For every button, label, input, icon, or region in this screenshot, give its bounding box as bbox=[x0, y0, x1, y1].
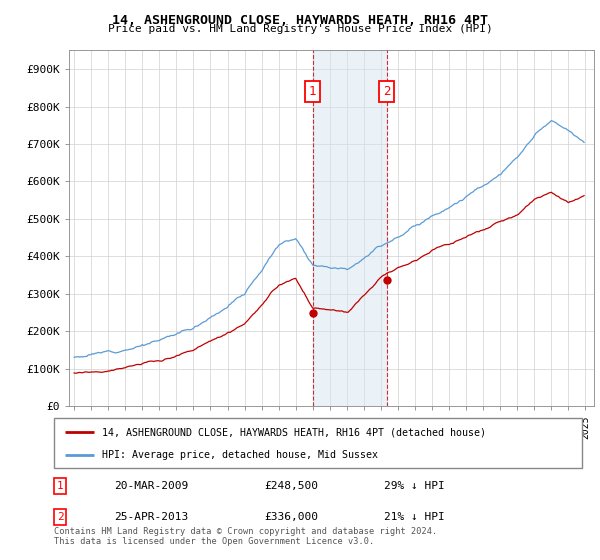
Text: 1: 1 bbox=[309, 85, 316, 98]
Text: £248,500: £248,500 bbox=[264, 481, 318, 491]
Text: 21% ↓ HPI: 21% ↓ HPI bbox=[384, 512, 445, 522]
Text: 2: 2 bbox=[383, 85, 391, 98]
Text: 1: 1 bbox=[56, 481, 64, 491]
Bar bbox=[313, 50, 386, 406]
Text: 14, ASHENGROUND CLOSE, HAYWARDS HEATH, RH16 4PT: 14, ASHENGROUND CLOSE, HAYWARDS HEATH, R… bbox=[112, 14, 488, 27]
Text: Price paid vs. HM Land Registry's House Price Index (HPI): Price paid vs. HM Land Registry's House … bbox=[107, 24, 493, 34]
Text: HPI: Average price, detached house, Mid Sussex: HPI: Average price, detached house, Mid … bbox=[101, 450, 377, 460]
Text: 25-APR-2013: 25-APR-2013 bbox=[114, 512, 188, 522]
Text: 20-MAR-2009: 20-MAR-2009 bbox=[114, 481, 188, 491]
Text: 14, ASHENGROUND CLOSE, HAYWARDS HEATH, RH16 4PT (detached house): 14, ASHENGROUND CLOSE, HAYWARDS HEATH, R… bbox=[101, 427, 485, 437]
Text: 2: 2 bbox=[56, 512, 64, 522]
Text: £336,000: £336,000 bbox=[264, 512, 318, 522]
Text: Contains HM Land Registry data © Crown copyright and database right 2024.
This d: Contains HM Land Registry data © Crown c… bbox=[54, 526, 437, 546]
Text: 29% ↓ HPI: 29% ↓ HPI bbox=[384, 481, 445, 491]
